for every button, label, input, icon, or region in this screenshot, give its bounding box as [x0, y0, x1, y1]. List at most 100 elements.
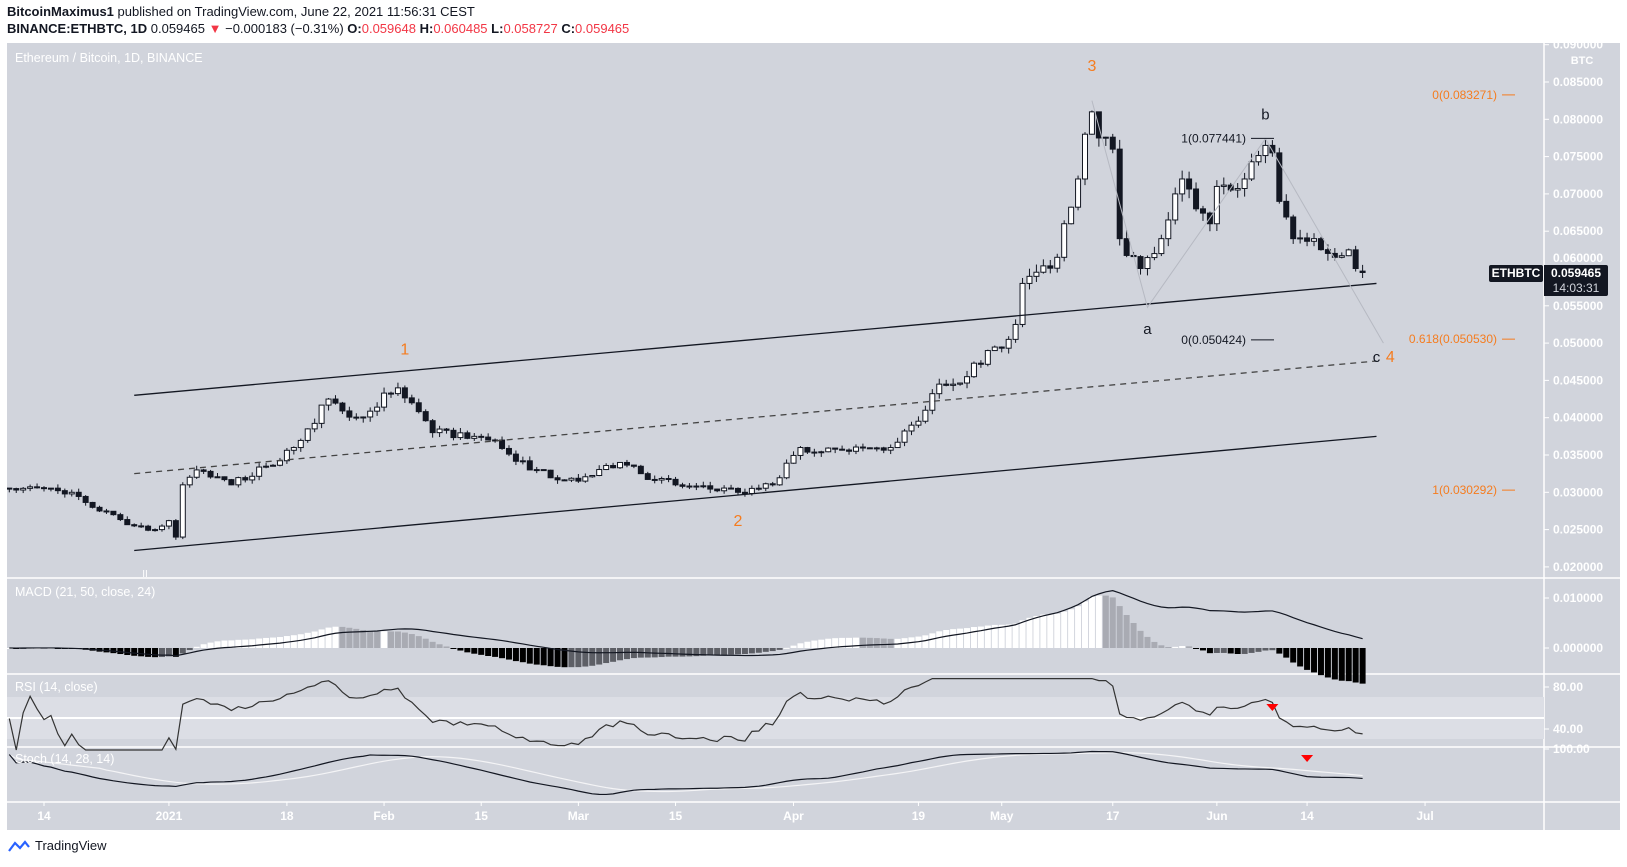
macd-histogram-bar: [866, 637, 873, 648]
macd-histogram-bar: [499, 648, 506, 659]
macd-histogram-bar: [623, 648, 630, 660]
macd-histogram-bar: [957, 628, 964, 648]
candle-up: [970, 362, 977, 378]
macd-histogram-bar: [478, 648, 485, 655]
macd-histogram-bar: [1033, 615, 1040, 648]
macd-histogram-bar: [721, 648, 728, 655]
candle-down: [637, 465, 644, 475]
macd-histogram-bar: [186, 648, 193, 651]
candle-down: [1359, 270, 1366, 273]
candle-up: [1082, 133, 1088, 180]
candle-down: [610, 465, 617, 469]
macd-histogram-bar: [492, 648, 499, 657]
wave-label: 3: [1087, 58, 1096, 75]
tradingview-logo-icon: [8, 839, 30, 852]
tradingview-logo[interactable]: TradingView: [8, 838, 107, 853]
candle-up: [783, 462, 790, 479]
macd-histogram-bar: [152, 648, 159, 658]
candle-down: [464, 432, 471, 439]
macd-histogram-bar: [1144, 636, 1151, 648]
candle-down: [943, 383, 950, 386]
candle-down: [408, 397, 415, 404]
candle-down: [998, 346, 1005, 349]
candle-up: [1102, 136, 1109, 139]
macd-histogram-bar: [783, 647, 790, 649]
candle-up: [1019, 282, 1026, 325]
last-price: 0.059465: [150, 21, 205, 36]
symbol-price-tag: ETHBTC: [1489, 265, 1543, 282]
macd-histogram-bar: [381, 631, 388, 648]
candle-down: [1199, 208, 1206, 214]
macd-histogram-bar: [873, 638, 880, 648]
wave-label: a: [1143, 321, 1152, 338]
close-value: 0.059465: [575, 21, 630, 36]
publisher-name[interactable]: BitcoinMaximus1: [7, 4, 114, 19]
candle-down: [540, 469, 547, 472]
candle-down: [707, 485, 714, 490]
candle-down: [1109, 136, 1116, 150]
candle-down: [1193, 188, 1200, 210]
candle-down: [485, 436, 492, 441]
macd-histogram-bar: [408, 634, 415, 648]
time-tick-label: Jun: [1206, 809, 1227, 823]
fib-level-label: 1(0.077441): [1181, 131, 1246, 145]
candle-down: [138, 525, 145, 528]
macd-histogram-bar: [318, 629, 325, 648]
candle-up: [762, 483, 769, 489]
macd-histogram-bar: [1331, 648, 1338, 680]
macd-histogram-bar: [1040, 614, 1047, 648]
stoch-d-line: [8, 752, 1363, 793]
current-price-tag: 0.059465 14:03:31: [1544, 265, 1608, 296]
macd-histogram-bar: [429, 641, 436, 648]
macd-histogram-bar: [117, 648, 124, 655]
macd-histogram-bar: [519, 648, 526, 663]
candle-down: [346, 410, 353, 418]
candle-up: [290, 447, 297, 451]
candle-up: [748, 487, 755, 494]
macd-histogram-bar: [852, 637, 859, 648]
macd-histogram-bar: [193, 646, 200, 648]
candle-down: [89, 501, 96, 508]
candle-up: [1297, 237, 1304, 240]
macd-histogram-bar: [1234, 648, 1241, 655]
candle-down: [1269, 144, 1276, 154]
candle-up: [1165, 219, 1172, 240]
pause-marker: II: [142, 569, 148, 580]
candle-down: [977, 362, 984, 365]
candle-down: [450, 429, 457, 439]
candle-up: [20, 487, 27, 491]
bar-countdown: 14:03:31: [1552, 281, 1600, 295]
candle-down: [117, 514, 124, 521]
macd-histogram-bar: [228, 640, 235, 648]
macd-histogram-bar: [311, 631, 318, 648]
macd-pane-title: MACD (21, 50, close, 24): [15, 585, 156, 599]
candle-down: [880, 447, 887, 451]
candle-up: [235, 477, 242, 486]
candle-down: [124, 519, 131, 526]
candle-down: [82, 495, 89, 503]
macd-histogram-bar: [825, 638, 832, 648]
macd-histogram-bar: [603, 648, 610, 664]
macd-histogram-bar: [630, 648, 637, 659]
candle-up: [818, 451, 825, 454]
time-tick-label: 15: [475, 809, 489, 823]
candle-down: [832, 447, 839, 450]
channel-upper-line: [134, 282, 1377, 396]
candle-up: [47, 487, 54, 490]
candle-up: [776, 477, 783, 486]
candle-down: [75, 491, 82, 497]
macd-histogram-bar: [325, 627, 332, 648]
candle-up: [596, 469, 603, 476]
macd-histogram-bar: [165, 648, 172, 657]
abc-correction-path: [1091, 100, 1384, 344]
macd-histogram-bar: [304, 632, 311, 648]
candle-down: [1276, 152, 1283, 202]
candle-up: [1172, 193, 1179, 221]
macd-histogram-bar: [769, 648, 776, 652]
candle-up: [901, 430, 908, 443]
publish-info: BitcoinMaximus1 published on TradingView…: [7, 4, 475, 19]
candle-down: [242, 477, 249, 481]
candle-down: [401, 387, 408, 399]
candle-down: [200, 469, 207, 472]
